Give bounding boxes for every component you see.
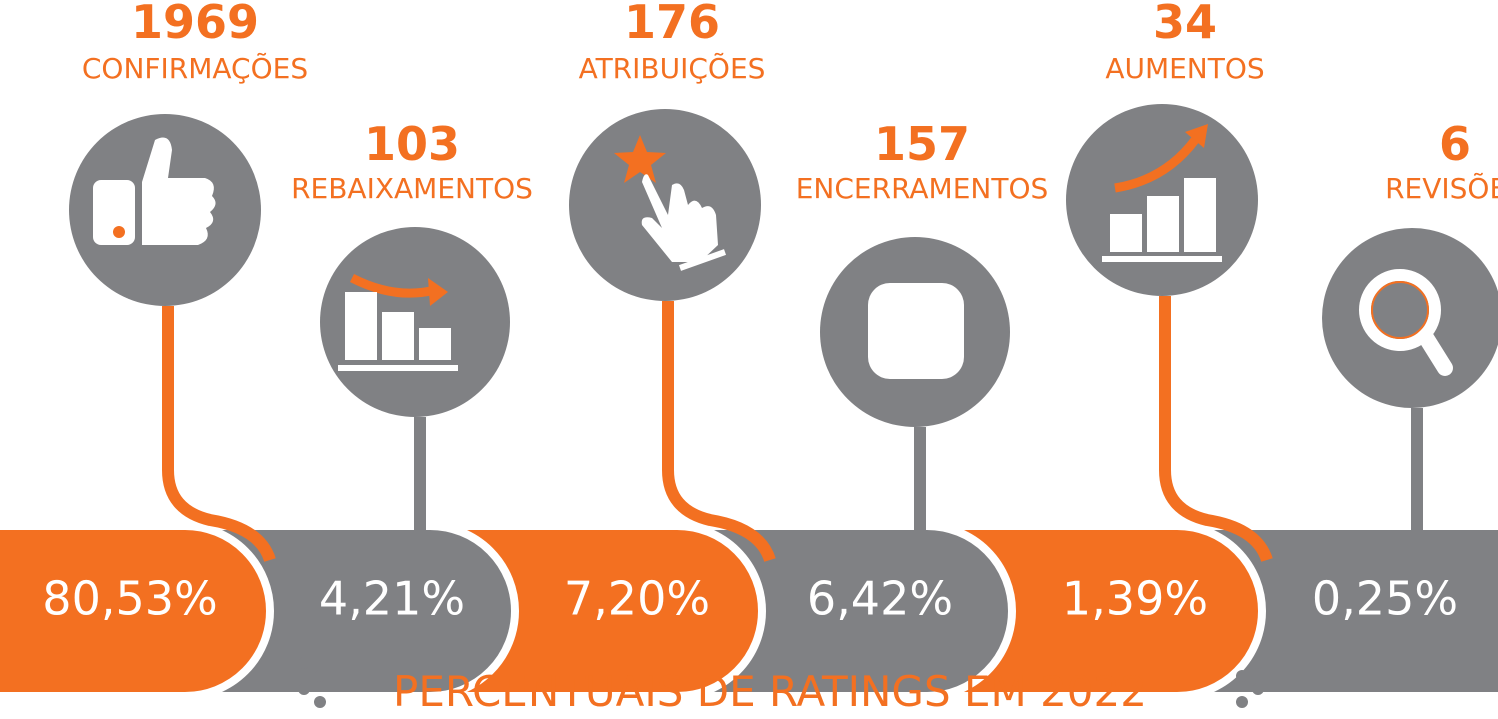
icon bbox=[1184, 178, 1216, 252]
icon bbox=[614, 135, 666, 183]
count: 34 bbox=[1153, 0, 1217, 49]
label: ATRIBUIÇÕES bbox=[579, 51, 766, 85]
connector bbox=[1159, 296, 1273, 563]
icon bbox=[93, 180, 135, 245]
icon bbox=[1147, 196, 1179, 252]
segment bbox=[0, 522, 274, 700]
icon-circle bbox=[569, 109, 761, 301]
icon bbox=[1185, 124, 1208, 148]
icon bbox=[868, 283, 964, 379]
icon bbox=[1114, 137, 1199, 193]
title: PERCENTUAIS DE RATINGS EM 2022 bbox=[393, 667, 1147, 716]
icon bbox=[1102, 256, 1222, 262]
percent: 0,25% bbox=[1312, 572, 1458, 626]
icon bbox=[1359, 269, 1441, 351]
label: REVISÕES bbox=[1385, 171, 1498, 205]
icon bbox=[113, 226, 125, 238]
icon bbox=[382, 312, 414, 360]
count: 6 bbox=[1439, 117, 1471, 171]
icon bbox=[338, 365, 458, 371]
percent: 80,53% bbox=[42, 572, 217, 626]
connector bbox=[162, 306, 276, 563]
count: 1969 bbox=[131, 0, 259, 49]
percent: 1,39% bbox=[1062, 572, 1208, 626]
icon bbox=[142, 137, 216, 245]
percent: 6,42% bbox=[807, 572, 953, 626]
icon bbox=[428, 278, 448, 306]
percent: 7,20% bbox=[564, 572, 710, 626]
icon bbox=[419, 328, 451, 360]
icon bbox=[678, 249, 727, 271]
dots bbox=[298, 657, 1264, 708]
count: 176 bbox=[624, 0, 720, 49]
icon bbox=[1110, 214, 1142, 252]
label: ENCERRAMENTOS bbox=[796, 172, 1049, 205]
connector bbox=[662, 301, 776, 563]
icon bbox=[641, 174, 718, 262]
percent: 4,21% bbox=[319, 572, 465, 626]
icon bbox=[1371, 281, 1429, 339]
count: 103 bbox=[364, 117, 460, 171]
count: 157 bbox=[874, 117, 970, 171]
icon bbox=[1417, 328, 1453, 376]
label: CONFIRMAÇÕES bbox=[82, 51, 308, 85]
icon bbox=[349, 273, 437, 298]
icon bbox=[345, 292, 377, 360]
label: REBAIXAMENTOS bbox=[291, 172, 533, 205]
label: AUMENTOS bbox=[1105, 52, 1264, 85]
